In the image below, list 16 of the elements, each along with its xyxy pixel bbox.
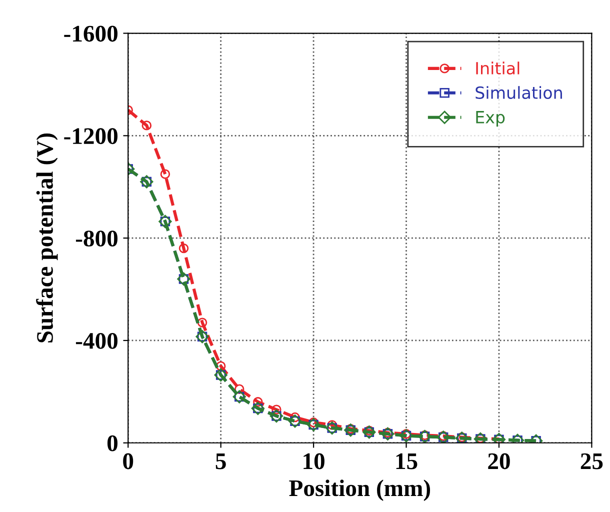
y-tick-label: -400 bbox=[76, 332, 118, 349]
x-tick-label: 5 bbox=[216, 454, 226, 470]
y-tick-label: -1600 bbox=[64, 26, 118, 42]
y-tick-label: -1200 bbox=[64, 128, 118, 144]
legend-label: Simulation bbox=[476, 86, 562, 99]
x-tick-label: 20 bbox=[488, 453, 510, 470]
y-tick-label: 0 bbox=[107, 435, 118, 452]
x-tick-label: 10 bbox=[304, 453, 324, 470]
x-axis-title: Position (mm) bbox=[289, 480, 430, 501]
x-tick-label: 25 bbox=[580, 453, 603, 470]
x-tick-label: 0 bbox=[123, 453, 134, 470]
legend-label: Initial bbox=[476, 62, 520, 75]
y-axis-title: Surface potential (V) bbox=[36, 134, 58, 342]
legend-label: Exp bbox=[476, 111, 505, 127]
x-tick-label: 15 bbox=[396, 453, 418, 470]
y-tick-label: -800 bbox=[76, 230, 118, 247]
